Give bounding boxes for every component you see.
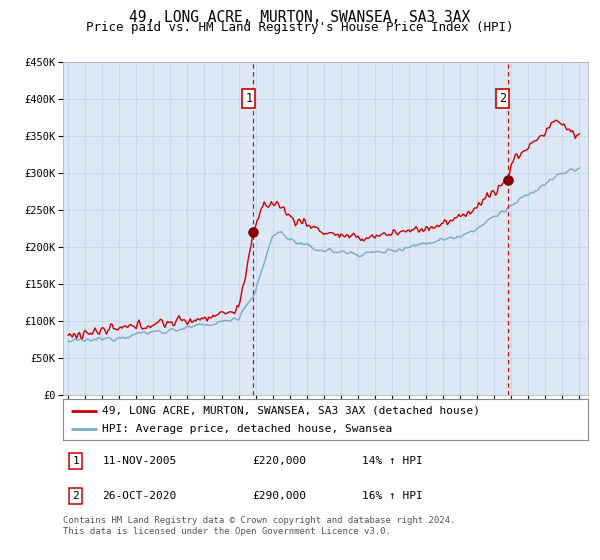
Text: 11-NOV-2005: 11-NOV-2005 [103,456,176,466]
Text: Price paid vs. HM Land Registry's House Price Index (HPI): Price paid vs. HM Land Registry's House … [86,21,514,34]
Text: 1: 1 [73,456,79,466]
Text: 2: 2 [73,491,79,501]
Text: 26-OCT-2020: 26-OCT-2020 [103,491,176,501]
Text: £220,000: £220,000 [252,456,306,466]
Text: 1: 1 [245,92,253,105]
Text: 49, LONG ACRE, MURTON, SWANSEA, SA3 3AX: 49, LONG ACRE, MURTON, SWANSEA, SA3 3AX [130,10,470,25]
Text: HPI: Average price, detached house, Swansea: HPI: Average price, detached house, Swan… [103,424,392,434]
Text: 2: 2 [499,92,506,105]
Text: 16% ↑ HPI: 16% ↑ HPI [362,491,423,501]
Text: £290,000: £290,000 [252,491,306,501]
Text: 49, LONG ACRE, MURTON, SWANSEA, SA3 3AX (detached house): 49, LONG ACRE, MURTON, SWANSEA, SA3 3AX … [103,405,481,416]
Text: Contains HM Land Registry data © Crown copyright and database right 2024.
This d: Contains HM Land Registry data © Crown c… [63,516,455,536]
Text: 14% ↑ HPI: 14% ↑ HPI [362,456,423,466]
